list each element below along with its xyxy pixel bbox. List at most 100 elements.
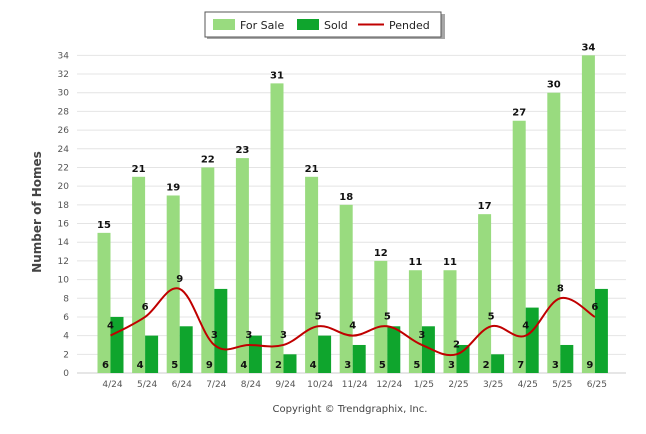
bar-for-sale-10-24: [305, 176, 319, 373]
bar-for-sale-8-24: [235, 158, 249, 373]
y-tick-label: 12: [58, 257, 69, 267]
copyright-text: Copyright © Trendgraphix, Inc.: [273, 404, 428, 415]
x-tick-label: 8/24: [241, 380, 261, 390]
data-label-pended: 2: [453, 339, 460, 350]
x-tick-label: 6/24: [172, 380, 192, 390]
data-label-pended: 3: [418, 330, 425, 341]
data-label-for-sale: 31: [270, 70, 284, 81]
y-tick-label: 8: [63, 294, 69, 304]
data-label-sold: 3: [344, 360, 351, 371]
bars: [97, 55, 608, 373]
data-label-sold: 5: [171, 360, 178, 371]
x-tick-label: 10/24: [307, 380, 333, 390]
bar-sold-6-24: [179, 326, 193, 373]
data-label-for-sale: 17: [478, 201, 492, 212]
legend-label-pended: Pended: [389, 19, 430, 32]
data-label-pended: 5: [384, 311, 391, 322]
legend-swatch-for-sale: [213, 19, 235, 30]
data-label-sold: 2: [275, 360, 282, 371]
bar-sold-10-24: [318, 335, 332, 373]
y-tick-label: 4: [63, 332, 69, 342]
data-label-sold: 5: [379, 360, 386, 371]
pended-line: [110, 287, 596, 357]
y-tick-label: 20: [58, 182, 70, 192]
bar-for-sale-6-24: [166, 195, 180, 373]
x-tick-label: 2/25: [448, 380, 468, 390]
bar-sold-9-24: [283, 354, 297, 373]
bar-for-sale-11-24: [339, 204, 353, 373]
data-label-for-sale: 21: [305, 164, 319, 175]
data-label-pended: 5: [315, 311, 322, 322]
x-tick-label: 5/25: [552, 380, 572, 390]
x-tick-label: 3/25: [483, 380, 503, 390]
y-tick-label: 2: [63, 350, 69, 360]
data-label-sold: 6: [102, 360, 109, 371]
bar-sold-5-25: [560, 344, 574, 373]
y-tick-label: 28: [58, 107, 70, 117]
data-label-pended: 3: [280, 330, 287, 341]
data-label-sold: 4: [137, 360, 144, 371]
data-label-pended: 5: [488, 311, 495, 322]
bar-sold-5-24: [145, 335, 159, 373]
y-tick-label: 26: [58, 126, 70, 136]
y-tick-label: 30: [58, 89, 70, 99]
data-label-sold: 3: [448, 360, 455, 371]
bar-for-sale-9-24: [270, 83, 284, 373]
bar-for-sale-4-24: [97, 232, 111, 373]
data-label-for-sale: 11: [408, 257, 422, 268]
data-label-for-sale: 12: [374, 248, 388, 259]
data-label-for-sale: 11: [443, 257, 457, 268]
bar-for-sale-2-25: [443, 270, 457, 373]
legend: For Sale Sold Pended: [204, 11, 445, 39]
y-tick-label: 10: [58, 276, 70, 286]
legend-swatch-sold: [297, 19, 319, 30]
legend-label-sold: Sold: [324, 19, 348, 32]
bar-for-sale-6-25: [581, 55, 595, 373]
legend-label-for-sale: For Sale: [240, 19, 284, 32]
pended-series-line: [110, 287, 596, 357]
y-tick-label: 0: [63, 369, 69, 379]
data-label-sold: 9: [206, 360, 213, 371]
data-label-for-sale: 23: [235, 145, 249, 156]
y-tick-label: 6: [63, 313, 69, 323]
data-label-for-sale: 19: [166, 182, 180, 193]
y-tick-label: 22: [58, 163, 69, 173]
legend-box: [204, 11, 442, 38]
y-axis-title: Number of Homes: [30, 151, 44, 273]
data-label-sold: 4: [240, 360, 247, 371]
bar-for-sale-5-24: [132, 176, 146, 373]
data-label-sold: 4: [310, 360, 317, 371]
data-label-pended: 4: [522, 321, 529, 332]
bar-for-sale-3-25: [478, 214, 492, 373]
bar-for-sale-5-25: [547, 92, 561, 373]
x-tick-label: 11/24: [342, 380, 368, 390]
x-tick-label: 1/25: [414, 380, 434, 390]
bar-for-sale-4-25: [512, 120, 526, 373]
data-label-sold: 3: [552, 360, 559, 371]
data-label-pended: 3: [211, 330, 218, 341]
y-tick-label: 14: [58, 238, 70, 248]
x-tick-label: 4/24: [102, 380, 122, 390]
bar-for-sale-12-24: [374, 260, 388, 373]
bar-sold-6-25: [594, 288, 608, 373]
bar-sold-12-24: [387, 326, 401, 373]
x-axis-labels: 4/24 5/24 6/24 7/24 8/24 9/24 10/24 11/24 12/24 1…: [102, 380, 607, 390]
bar-sold-4-25: [525, 307, 539, 373]
data-label-for-sale: 18: [339, 192, 353, 203]
data-label-pended: 9: [176, 274, 183, 285]
y-tick-label: 18: [58, 201, 70, 211]
y-tick-label: 16: [58, 220, 70, 230]
bar-sold-3-25: [491, 354, 505, 373]
data-label-pended: 6: [591, 302, 598, 313]
y-tick-label: 24: [58, 145, 70, 155]
x-tick-label: 9/24: [275, 380, 295, 390]
data-label-pended: 4: [107, 321, 114, 332]
data-label-sold: 2: [483, 360, 490, 371]
x-tick-label: 6/25: [587, 380, 607, 390]
data-label-for-sale: 21: [132, 164, 146, 175]
data-labels: 1562141952292343122141831251151131722773…: [97, 42, 598, 371]
data-label-pended: 6: [142, 302, 149, 313]
y-tick-label: 32: [58, 70, 69, 80]
